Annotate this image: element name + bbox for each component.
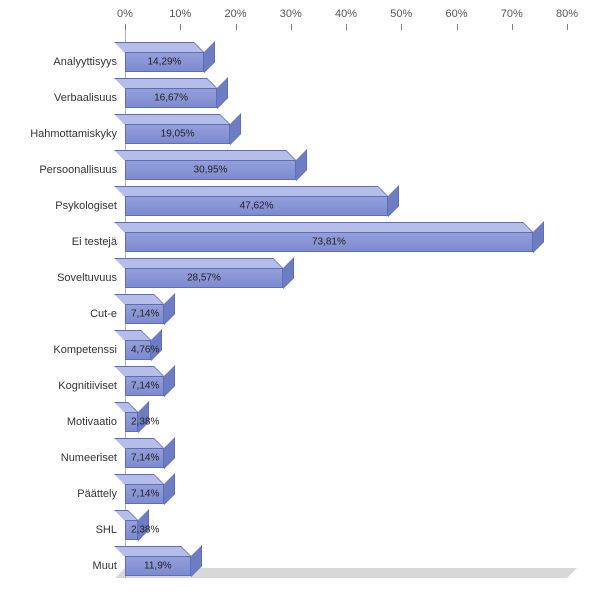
category-label: Ei testejä [72, 236, 117, 248]
bar-front-face [125, 448, 164, 468]
x-tick-label: 50% [390, 8, 412, 20]
chart-container: 14,29% 16,67% 19,05% 30,95% 47,62% 73,81% 28,5… [0, 0, 600, 595]
bar: 7,14% [125, 484, 164, 504]
bar-front-face [125, 124, 230, 144]
bar-front-face [125, 304, 164, 324]
x-tick-label: 30% [280, 8, 302, 20]
category-label: Muut [93, 560, 117, 572]
bar: 7,14% [125, 448, 164, 468]
x-tick-label: 20% [224, 8, 246, 20]
x-tick-label: 10% [169, 8, 191, 20]
x-tick-label: 60% [445, 8, 467, 20]
bar-side-face [296, 149, 307, 181]
bar-side-face [164, 365, 175, 397]
category-label: Cut-e [90, 308, 117, 320]
category-label: Numeeriset [61, 452, 117, 464]
bar-side-face [230, 113, 241, 145]
bar: 4,76% [125, 340, 151, 360]
bar-front-face [125, 412, 138, 432]
plot-area: 14,29% 16,67% 19,05% 30,95% 47,62% 73,81% 28,5… [125, 30, 577, 578]
category-label: Verbaalisuus [54, 92, 117, 104]
bar: 28,57% [125, 268, 283, 288]
x-tick [291, 24, 292, 30]
bar-front-face [125, 340, 151, 360]
x-tick-label: 70% [501, 8, 523, 20]
bar-front-face [125, 484, 164, 504]
x-tick [125, 24, 126, 30]
x-tick [512, 24, 513, 30]
x-tick [457, 24, 458, 30]
bar-front-face [125, 520, 138, 540]
bar-side-face [217, 77, 228, 109]
bar: 73,81% [125, 232, 533, 252]
category-label: SHL [96, 524, 117, 536]
bar: 19,05% [125, 124, 230, 144]
category-label: Kognitiiviset [58, 380, 117, 392]
category-label: Kompetenssi [53, 344, 117, 356]
bar: 2,38% [125, 520, 138, 540]
bar-front-face [125, 268, 283, 288]
bar-front-face [125, 88, 217, 108]
x-tick [346, 24, 347, 30]
bar: 30,95% [125, 160, 296, 180]
x-tick [180, 24, 181, 30]
x-tick [236, 24, 237, 30]
bar-front-face [125, 52, 204, 72]
x-tick-label: 80% [556, 8, 578, 20]
x-tick [401, 24, 402, 30]
x-tick-label: 0% [117, 8, 133, 20]
bar-side-face [164, 437, 175, 469]
bar-side-face [164, 293, 175, 325]
bar: 7,14% [125, 376, 164, 396]
bar-front-face [125, 196, 388, 216]
bar-side-face [283, 257, 294, 289]
bar: 14,29% [125, 52, 204, 72]
category-label: Motivaatio [67, 416, 117, 428]
bar-side-face [138, 401, 149, 433]
bar-side-face [138, 509, 149, 541]
bar: 47,62% [125, 196, 388, 216]
category-label: Analyyttisyys [53, 56, 117, 68]
bar-front-face [125, 556, 191, 576]
category-label: Hahmottamiskyky [30, 128, 117, 140]
category-label: Psykologiset [55, 200, 117, 212]
bar-side-face [164, 473, 175, 505]
category-label: Päättely [77, 488, 117, 500]
category-label: Persoonallisuus [39, 164, 117, 176]
bar-side-face [388, 185, 399, 217]
bar: 16,67% [125, 88, 217, 108]
bar: 11,9% [125, 556, 191, 576]
bar: 7,14% [125, 304, 164, 324]
bar-side-face [151, 329, 162, 361]
bar: 2,38% [125, 412, 138, 432]
x-tick [567, 24, 568, 30]
bar-side-face [533, 221, 544, 253]
bar-side-face [204, 41, 215, 73]
bar-front-face [125, 232, 533, 252]
category-label: Soveltuvuus [57, 272, 117, 284]
x-tick-label: 40% [335, 8, 357, 20]
bar-front-face [125, 160, 296, 180]
bar-front-face [125, 376, 164, 396]
